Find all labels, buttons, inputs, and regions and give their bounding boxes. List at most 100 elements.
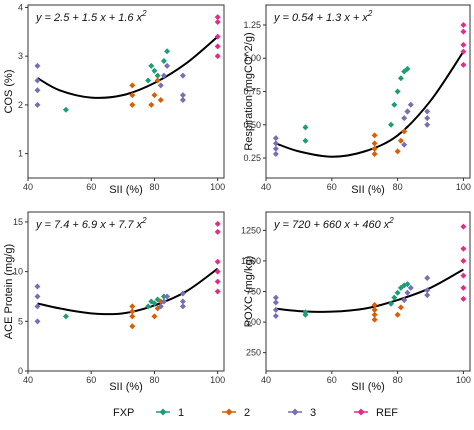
legend: FXP 1 2 3 REF [113,407,398,419]
y-tick-label: 0.25 [243,153,261,163]
data-point-fxp-3 [272,145,279,152]
data-point-fxp-3 [401,115,408,122]
data-point-fxp-1 [397,75,404,82]
data-point-fxp-3 [272,312,279,319]
data-point-fxp-1 [145,77,152,84]
y-tick-label: 15 [13,217,23,227]
data-point-fxp-ref [460,28,467,35]
data-point-fxp-1 [151,300,158,307]
chart-panel-1: 40 60 80 100 1 2 3 4 SII (%) COS (%) y = 2.5 + 1.5… [3,2,225,196]
data-point-fxp-ref [460,245,467,252]
y-tick-label: 10 [13,267,23,277]
plot-border [27,211,225,372]
equation-main: y = 0.54 + 1.3 x + x [273,12,368,24]
y-tick-label: 0.50 [243,120,261,130]
data-point-fxp-ref [214,220,221,227]
data-point-fxp-ref [460,21,467,28]
x-tick-label: 60 [86,182,96,192]
y-tick-label: 1 [18,149,23,159]
data-point-fxp-2 [129,323,136,330]
legend-label: REF [376,407,398,419]
data-point-fxp-3 [34,77,41,84]
data-point-fxp-3 [34,283,41,290]
y-tick-label: 3 [18,51,23,61]
data-point-fxp-2 [151,313,158,320]
data-point-fxp-1 [160,293,167,300]
data-point-fxp-3 [34,87,41,94]
data-point-fxp-2 [129,308,136,315]
data-point-fxp-2 [371,145,378,152]
data-point-fxp-3 [34,101,41,108]
x-axis-label: SII (%) [351,381,385,393]
data-point-fxp-2 [371,132,378,139]
fit-curve [275,51,465,158]
plot-border [265,4,471,179]
data-point-fxp-ref [460,61,467,68]
data-point-fxp-2 [397,137,404,144]
legend-key-marker [159,408,167,416]
equation-main: y = 7.4 + 6.9 x + 7.7 x [35,219,143,231]
data-point-fxp-3 [157,303,164,310]
data-point-fxp-2 [394,148,401,155]
data-point-fxp-1 [388,300,395,307]
data-point-fxp-3 [179,72,186,79]
data-point-fxp-ref [460,295,467,302]
data-point-fxp-2 [148,101,155,108]
data-point-fxp-ref [214,268,221,275]
data-point-fxp-3 [424,275,431,282]
data-point-fxp-3 [404,289,411,296]
data-point-fxp-3 [272,140,279,147]
y-tick-label: 1.25 [243,20,261,30]
y-tick-label: 0.75 [243,87,261,97]
data-point-fxp-3 [34,318,41,325]
data-point-fxp-ref [214,258,221,265]
equation-main: y = 2.5 + 1.5 x + 1.6 x [35,12,143,24]
y-tick-label: 0 [18,366,23,376]
y-axis-label: Respiration (mgCO^2/g) [243,32,255,150]
x-tick-label: 80 [149,375,159,385]
legend-key-marker [357,408,365,416]
x-tick-label: 40 [23,375,33,385]
x-axis-label: SII (%) [109,381,143,393]
x-tick-label: 100 [210,375,225,385]
data-point-fxp-3 [164,293,171,300]
data-point-fxp-2 [129,82,136,89]
data-point-fxp-1 [394,88,401,95]
data-point-fxp-1 [151,67,158,74]
regression-equation: y = 7.4 + 6.9 x + 7.7 x2 [35,216,147,231]
data-point-fxp-3 [424,287,431,294]
data-point-fxp-ref [460,272,467,279]
data-point-fxp-2 [371,301,378,308]
chart-panel-2: 40 60 80 100 0.25 0.50 0.75 1.00 1.25 SII (%) Resp… [243,4,471,196]
regression-equation: y = 0.54 + 1.3 x + x2 [273,9,373,24]
y-axis-label: POXC (mg/kg) [243,256,255,328]
data-point-fxp-2 [157,97,164,104]
x-tick-label: 40 [23,182,33,192]
data-point-fxp-3 [424,292,431,299]
data-point-fxp-3 [424,108,431,115]
data-point-fxp-3 [34,293,41,300]
data-point-fxp-2 [371,140,378,147]
data-point-fxp-2 [371,151,378,158]
data-point-fxp-ref [460,48,467,55]
data-point-fxp-3 [179,97,186,104]
data-point-fxp-1 [62,313,69,320]
data-point-fxp-3 [179,303,186,310]
x-axis-label: SII (%) [109,184,143,196]
chart-panel-3: 40 60 80 100 0 5 10 15 SII (%) ACE Protein (mg/g)… [3,211,225,393]
data-point-fxp-2 [129,303,136,310]
data-point-fxp-2 [157,298,164,305]
y-tick-label: 250 [246,348,261,358]
y-tick-label: 1000 [241,256,261,266]
data-point-fxp-3 [34,303,41,310]
data-point-fxp-1 [145,303,152,310]
legend-title: FXP [113,407,134,419]
data-point-fxp-3 [407,101,414,108]
data-point-fxp-3 [272,306,279,313]
data-point-fxp-3 [157,82,164,89]
data-point-fxp-1 [164,48,171,55]
regression-equation: y = 2.5 + 1.5 x + 1.6 x2 [35,9,147,24]
data-point-fxp-2 [401,128,408,135]
x-tick-label: 60 [86,375,96,385]
